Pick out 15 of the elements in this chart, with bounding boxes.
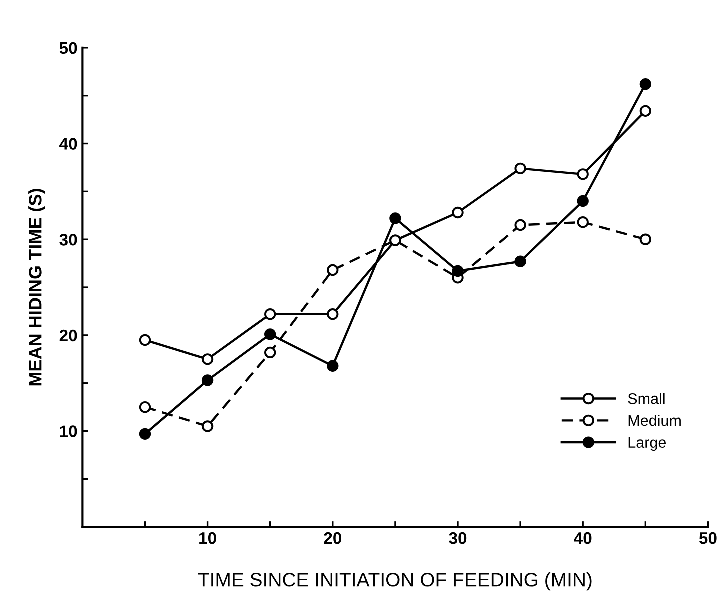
x-tick-label: 10 [200,532,216,544]
y-tick-label: 50 [60,42,78,54]
y-tick-label: 20 [60,330,78,342]
x-tick-label: 40 [574,532,592,544]
x-axis-title: TIME SINCE INITIATION OF FEEDING (MIN) [198,572,592,591]
y-tick-label: 10 [60,426,78,438]
y-axis-title: MEAN HIDING TIME (S) [28,189,46,386]
x-tick-label: 30 [449,532,467,544]
legend-label: Small [628,393,665,404]
legend-label: Medium [628,414,681,426]
y-tick-label: 30 [60,234,78,246]
legend-label: Large [628,437,666,452]
x-tick-label: 20 [324,532,342,544]
y-tick-label: 40 [60,138,78,150]
x-tick-label: 50 [699,532,717,544]
